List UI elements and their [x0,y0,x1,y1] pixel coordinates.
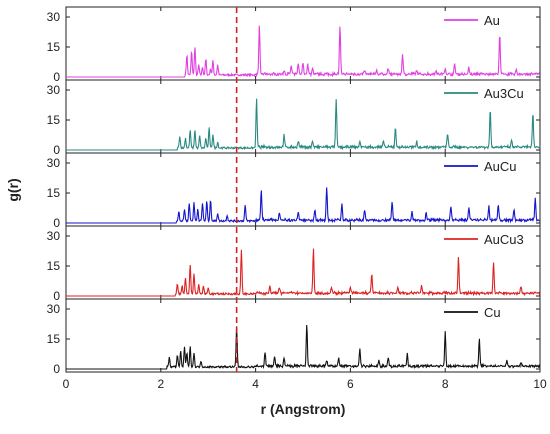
y-tick-label: 0 [53,362,60,376]
y-tick-label: 30 [47,156,61,170]
y-tick-label: 0 [53,216,60,230]
series-line-au3cu [66,98,541,151]
y-tick-label: 0 [53,70,60,84]
panel-frame [65,152,541,227]
panel-au: 0 15 30 Au [47,6,541,84]
panel-frame [65,79,541,154]
x-axis-title: r (Angstrom) [261,401,346,417]
y-tick-label: 30 [47,10,61,24]
legend-label: Au3Cu [484,86,524,101]
x-tick-label: 6 [347,377,354,391]
y-tick-label: 15 [47,332,61,346]
legend-label: Au [484,13,500,28]
y-tick-label: 15 [47,113,61,127]
x-tick-label: 2 [157,377,164,391]
y-tick-label: 30 [47,302,61,316]
x-tick-label: 0 [63,377,70,391]
y-tick-label: 30 [47,229,61,243]
legend-label: Cu [484,305,501,320]
y-tick-label: 15 [47,259,61,273]
y-tick-label: 15 [47,40,61,54]
y-tick-label: 0 [53,143,60,157]
series-line-cu [66,325,541,370]
series-line-aucu [66,187,541,224]
x-tick-label: 10 [533,377,547,391]
panel-aucu3: 0 15 30 AuCu3 [47,225,541,303]
legend-label: AuCu [484,159,517,174]
x-tick-label: 4 [252,377,259,391]
panel-au3cu: 0 15 30 Au3Cu [47,79,541,157]
series-line-au [66,25,541,78]
y-tick-label: 30 [47,83,61,97]
y-tick-label: 0 [53,289,60,303]
panel-frame [65,225,541,300]
y-tick-label: 15 [47,186,61,200]
panel-aucu: 0 15 30 AuCu [47,152,541,230]
legend-label: AuCu3 [484,232,524,247]
series-line-aucu3 [66,248,541,297]
y-axis-title: g(r) [5,178,21,201]
x-tick-label: 8 [442,377,449,391]
panel-frame [65,298,541,373]
panel-cu: 0 15 30 Cu [47,298,541,376]
